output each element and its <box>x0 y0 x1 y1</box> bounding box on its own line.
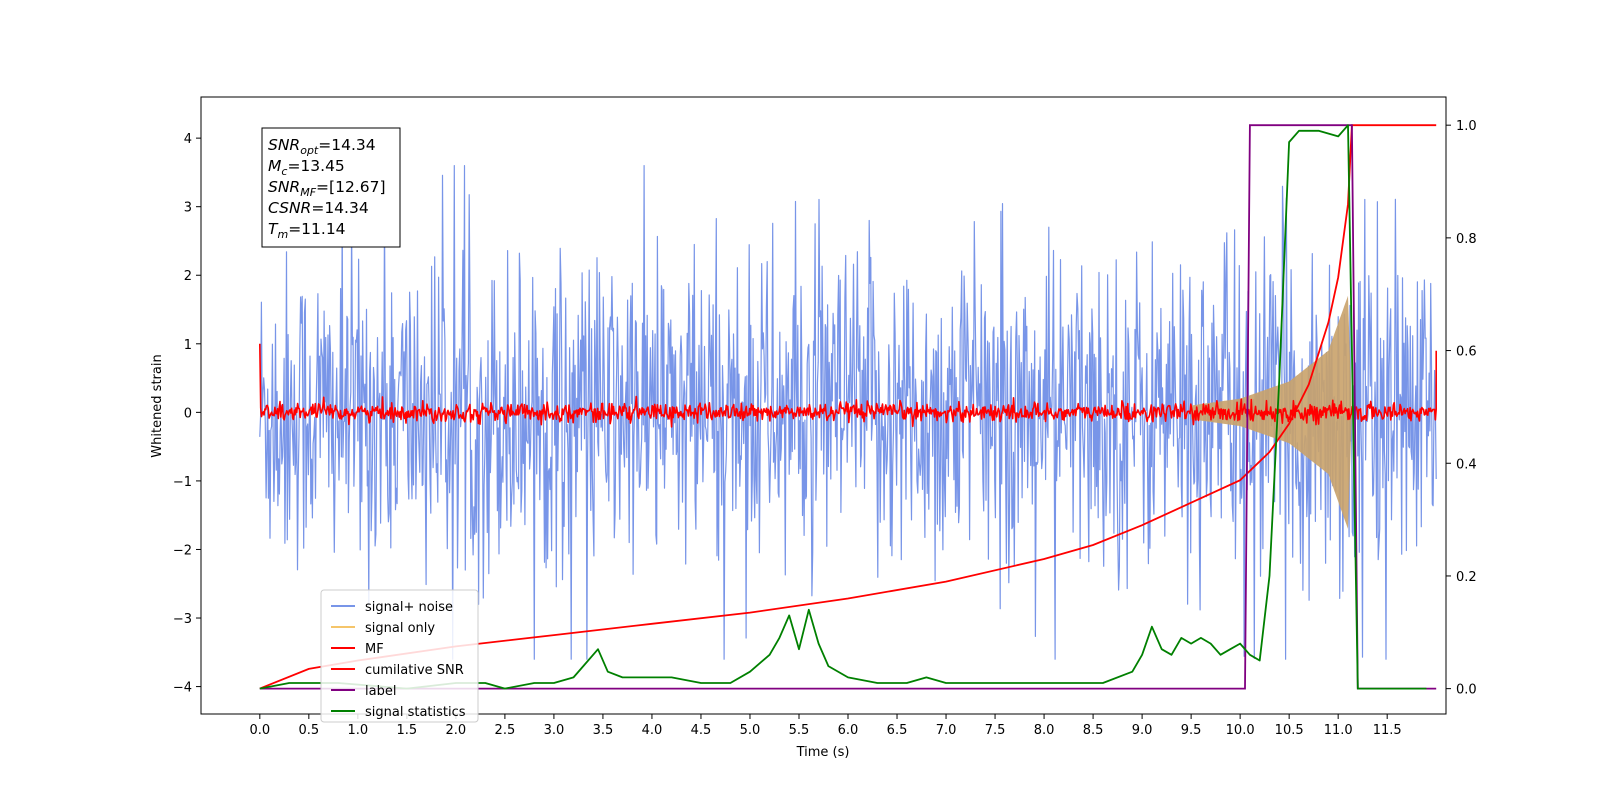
legend-label: MF <box>365 642 384 657</box>
annotation-line: CSNR=14.34 <box>268 199 369 217</box>
x-tick-label: 7.5 <box>985 723 1006 738</box>
y2-tick-label: 0.4 <box>1456 457 1477 472</box>
legend-label: cumilative SNR <box>365 663 464 678</box>
series-cumulative-snr <box>259 124 1437 690</box>
y-axis-left: 4 3 2 1 0 −1 −2 −3 −4 <box>173 132 201 696</box>
series-signal-statistics-line <box>259 124 1427 690</box>
legend-label: label <box>365 684 396 699</box>
y-tick-label: −1 <box>173 475 192 490</box>
y2-tick-label: 0.6 <box>1456 345 1477 360</box>
series-cumulative-snr-line <box>259 124 1437 690</box>
x-tick-label: 2.0 <box>446 723 467 738</box>
y-tick-label: −4 <box>173 681 192 696</box>
x-tick-label: 10.5 <box>1275 723 1304 738</box>
y2-tick-label: 0.8 <box>1456 232 1477 247</box>
x-tick-label: 3.5 <box>593 723 614 738</box>
series-mf-line <box>259 343 1437 428</box>
x-tick-label: 6.0 <box>838 723 859 738</box>
y-tick-label: 1 <box>184 338 192 353</box>
x-tick-label: 2.5 <box>495 723 516 738</box>
annotation-line: SNRMF=[12.67] <box>268 178 386 199</box>
x-tick-label: 0.0 <box>249 723 270 738</box>
y-tick-label: 4 <box>184 132 192 147</box>
annotation-box: SNRopt=14.34Mc=13.45SNRMF=[12.67]CSNR=14… <box>261 127 401 248</box>
y2-tick-label: 1.0 <box>1456 119 1477 134</box>
x-tick-label: 6.5 <box>887 723 908 738</box>
plot-frame <box>200 96 1447 715</box>
x-tick-label: 8.5 <box>1083 723 1104 738</box>
y-tick-label: 2 <box>184 269 192 284</box>
x-axis-label: Time (s) <box>796 745 850 760</box>
x-tick-label: 5.5 <box>789 723 810 738</box>
y-tick-label: 0 <box>184 406 192 421</box>
x-tick-label: 1.5 <box>397 723 418 738</box>
y-axis-label: Whitened strain <box>150 354 165 457</box>
x-tick-label: 1.0 <box>348 723 369 738</box>
legend-label: signal only <box>365 621 435 636</box>
y2-tick-label: 0.0 <box>1456 683 1477 698</box>
x-axis: 0.0 0.5 1.0 1.5 2.0 2.5 3.0 3.5 4.0 4.5 5.0 5.5 6.0 6… <box>249 714 1402 738</box>
x-tick-label: 11.5 <box>1373 723 1402 738</box>
annotation-line: Tm=11.14 <box>268 220 346 241</box>
x-tick-label: 9.5 <box>1181 723 1202 738</box>
x-tick-label: 4.5 <box>691 723 712 738</box>
x-tick-label: 4.0 <box>642 723 663 738</box>
x-tick-label: 7.0 <box>936 723 957 738</box>
series-mf <box>259 343 1437 428</box>
series-signal-statistics <box>259 124 1427 690</box>
y-tick-label: −3 <box>173 612 192 627</box>
x-tick-label: 8.0 <box>1034 723 1055 738</box>
y-tick-label: 3 <box>184 201 192 216</box>
x-tick-label: 0.5 <box>298 723 319 738</box>
legend: signal+ noise signal only MF cumilative SNR… <box>320 589 479 723</box>
x-tick-label: 3.0 <box>544 723 565 738</box>
annotation-line: SNRopt=14.34 <box>268 136 376 157</box>
x-tick-label: 9.0 <box>1132 723 1153 738</box>
legend-label: signal+ noise <box>365 600 453 615</box>
legend-label: signal statistics <box>365 705 466 720</box>
x-tick-label: 10.0 <box>1226 723 1255 738</box>
annotation-line: Mc=13.45 <box>268 157 345 178</box>
y2-tick-label: 0.2 <box>1456 570 1477 585</box>
y-axis-right: 1.0 0.8 0.6 0.4 0.2 0.0 <box>1446 119 1477 698</box>
y-tick-label: −2 <box>173 543 192 558</box>
x-tick-label: 11.0 <box>1324 723 1353 738</box>
x-tick-label: 5.0 <box>740 723 761 738</box>
